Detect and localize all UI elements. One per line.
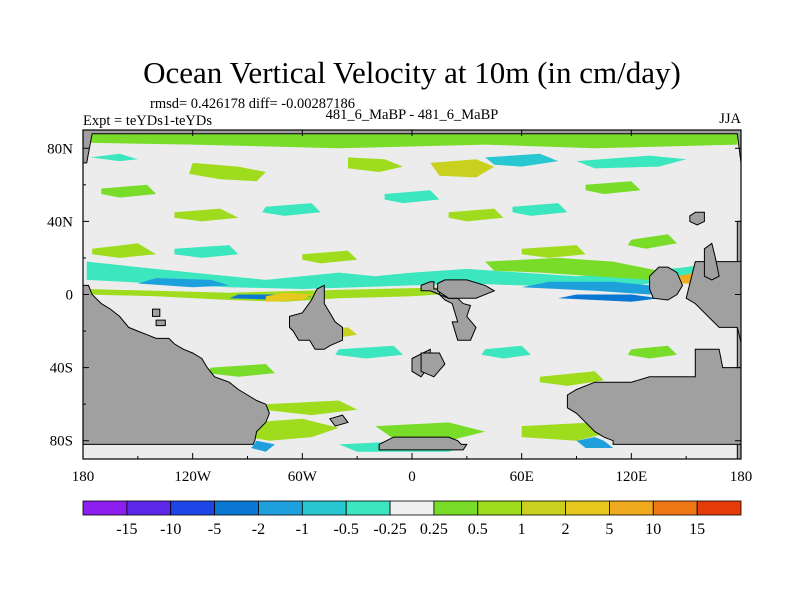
contour-region <box>262 203 321 216</box>
colorbar-swatch <box>214 500 259 516</box>
contour-region <box>174 245 239 258</box>
contour-region <box>101 184 157 198</box>
colorbar-swatch <box>170 500 216 516</box>
y-tick-label: 80N <box>47 141 73 157</box>
colorbar-swatch <box>126 500 172 516</box>
contour-region <box>384 190 440 204</box>
land-mask <box>289 284 343 350</box>
y-tick-label: 80S <box>50 434 73 450</box>
land-mask <box>152 308 161 317</box>
x-tick-label: 60W <box>288 469 318 485</box>
x-tick-label: 120W <box>174 469 212 485</box>
colorbar-swatch <box>696 500 742 516</box>
contour-region <box>576 437 614 448</box>
stats-line: rmsd= 0.426178 diff= -0.00287186 <box>150 96 355 112</box>
land-mask <box>83 284 270 445</box>
contour-region <box>262 400 358 416</box>
x-tick-label: 180 <box>72 469 95 485</box>
land-mask <box>649 266 684 301</box>
x-tick-label: 180 <box>730 469 753 485</box>
contour-region <box>92 243 157 258</box>
colorbar-swatch <box>521 500 566 516</box>
colorbar-label: -5 <box>208 521 221 538</box>
contour-region <box>265 292 312 302</box>
contour-region <box>627 234 677 249</box>
land-mask <box>437 279 496 299</box>
colorbar-label: 10 <box>645 521 661 538</box>
land-mask <box>566 261 741 445</box>
x-tick-label: 0 <box>408 469 416 485</box>
velocity-field <box>83 130 741 459</box>
land-mask <box>155 319 166 327</box>
contour-region <box>481 345 531 359</box>
colorbar-swatch <box>389 500 435 516</box>
chart-title: Ocean Vertical Velocity at 10m (in cm/da… <box>143 55 681 90</box>
contour-region <box>335 345 403 359</box>
colorbar-label: -0.25 <box>373 521 406 538</box>
colorbar-label: -1 <box>296 521 309 538</box>
contour-region <box>521 245 586 258</box>
contour-region <box>207 364 275 377</box>
season-label: JJA <box>719 111 741 127</box>
colorbar-swatch <box>345 500 391 516</box>
run-comparison-label: 481_6_MaBP - 481_6_MaBP <box>326 107 499 123</box>
y-tick-label: 40S <box>50 361 73 377</box>
colorbar-label: -2 <box>252 521 265 538</box>
colorbar-label: 15 <box>689 521 705 538</box>
contour-region <box>485 153 559 167</box>
contour-region <box>521 281 668 295</box>
contour-region <box>174 208 239 222</box>
contour-region <box>348 157 403 172</box>
colorbar-label: -0.5 <box>334 521 359 538</box>
contour-region <box>302 250 358 264</box>
colorbar: -15 -10 -5 -2 -1 -0.5 -0.25 0.25 0.5 1 2 5 10 15 <box>82 500 742 538</box>
x-tick-label: 60E <box>510 469 534 485</box>
contour-region <box>90 153 138 162</box>
land-mask <box>328 414 349 427</box>
colorbar-swatch <box>82 500 128 516</box>
contour-region <box>539 371 604 386</box>
colorbar-swatch <box>301 500 347 516</box>
contour-region <box>247 418 339 441</box>
land-mask <box>703 242 720 281</box>
contour-region <box>576 155 687 169</box>
colorbar-swatch <box>652 500 698 516</box>
contour-region <box>137 278 230 288</box>
experiment-label: Expt = teYDs1-teYDs <box>83 113 212 129</box>
contour-region <box>627 345 677 359</box>
colorbar-label: 5 <box>605 521 613 538</box>
colorbar-swatch <box>609 500 654 516</box>
colorbar-swatch <box>433 500 479 516</box>
colorbar-label: -10 <box>160 521 181 538</box>
land-mask <box>420 352 446 378</box>
colorbar-label: 2 <box>562 521 570 538</box>
land-mask <box>689 211 705 226</box>
land-mask <box>420 281 477 341</box>
axis-ticks: 180 120W 60W 0 60E 120E 180 80N 40N 0 40S 80S <box>47 130 752 485</box>
contour-region <box>448 208 504 222</box>
colorbar-swatch <box>477 500 523 516</box>
contour-region <box>189 162 266 182</box>
contour-region <box>86 130 738 149</box>
contour-region <box>512 203 568 216</box>
colorbar-label: 0.25 <box>420 521 448 538</box>
x-tick-label: 120E <box>615 469 647 485</box>
colorbar-swatch <box>565 500 610 516</box>
contour-region <box>585 181 641 194</box>
contour-region <box>558 294 659 302</box>
y-tick-label: 40N <box>47 214 73 230</box>
colorbar-label: 0.5 <box>468 521 488 538</box>
land-mask <box>378 436 468 451</box>
colorbar-swatch <box>258 500 303 516</box>
colorbar-label: 1 <box>518 521 526 538</box>
contour-region <box>430 159 495 178</box>
contour-region <box>485 257 668 280</box>
y-tick-label: 0 <box>66 288 74 304</box>
contour-region <box>251 440 275 452</box>
contour-region <box>375 422 486 441</box>
colorbar-label: -15 <box>116 521 137 538</box>
